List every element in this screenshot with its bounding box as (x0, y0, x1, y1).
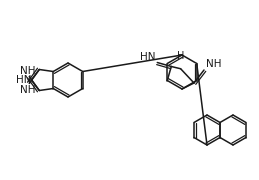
Text: NH: NH (206, 59, 221, 69)
Text: NH: NH (19, 66, 35, 75)
Text: H: H (177, 51, 184, 61)
Text: HN: HN (140, 51, 155, 62)
Text: NH: NH (19, 84, 35, 95)
Text: HN: HN (16, 75, 31, 85)
